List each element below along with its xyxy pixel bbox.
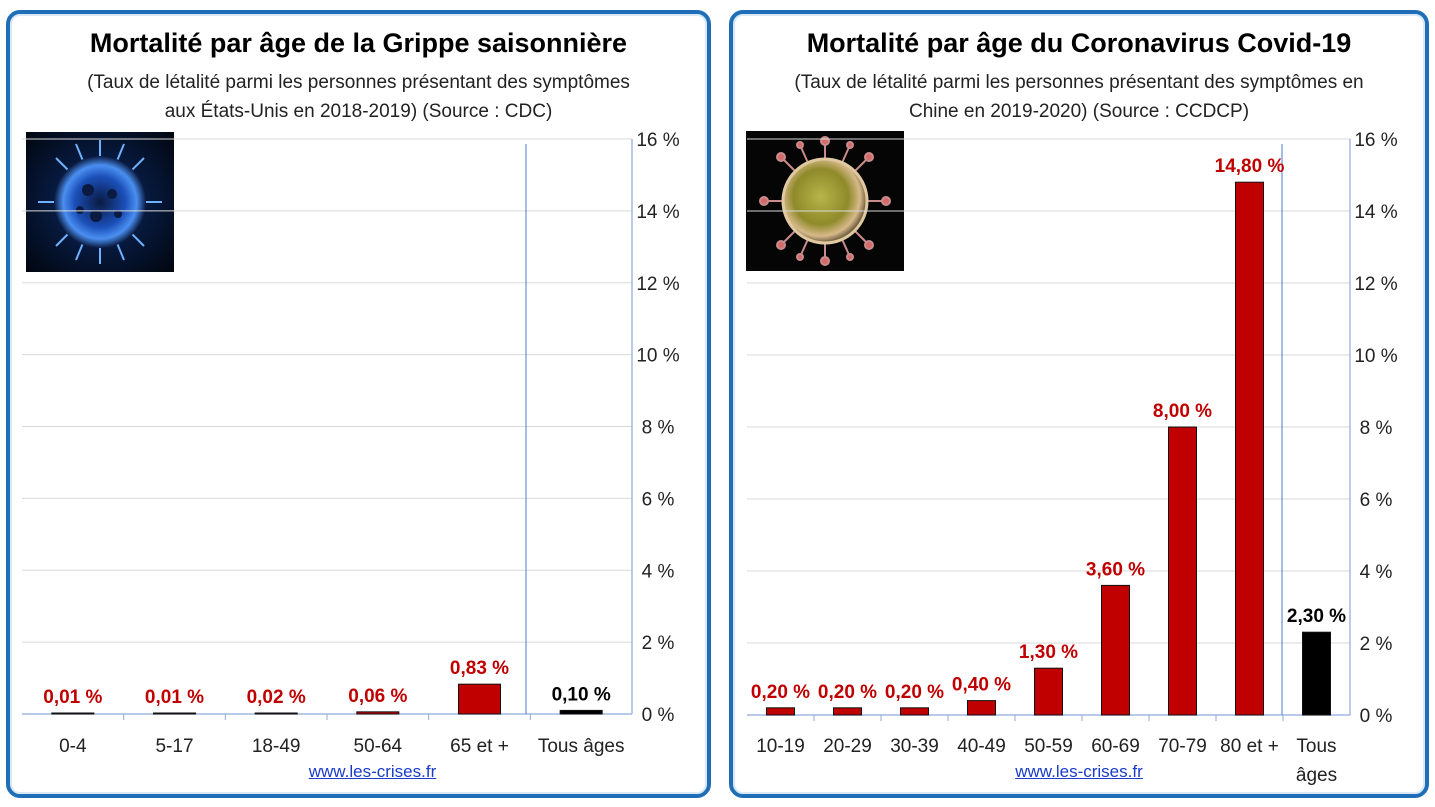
data-label: 14,80 %	[1215, 156, 1285, 177]
x-category-label: 60-69	[1091, 736, 1140, 757]
bar	[51, 712, 95, 715]
data-label: 0,10 %	[552, 684, 611, 705]
data-label: 0,01 %	[43, 687, 102, 708]
bar	[559, 709, 603, 715]
y-tick-label: 14 %	[1354, 202, 1397, 223]
bar	[766, 707, 795, 716]
covid-bar-chart: 0 % 2 % 4 % 6 % 8 % 10 % 12 % 14 % 16 % 0,20 % 10-…	[747, 130, 1398, 786]
data-label: 0,06 %	[348, 686, 407, 707]
data-label: 1,30 %	[1019, 642, 1078, 663]
bar	[1235, 181, 1264, 716]
bar	[1168, 426, 1197, 716]
y-tick-label: 6 %	[642, 489, 675, 510]
y-tick-label: 6 %	[1360, 490, 1393, 511]
chart-subtitle: (Taux de létalité parmi les personnes pr…	[794, 72, 1364, 122]
x-category-label: 50-64	[354, 736, 403, 757]
y-tick-label: 4 %	[642, 561, 675, 582]
data-label: 0,02 %	[247, 687, 306, 708]
bar	[833, 707, 862, 716]
y-tick-label: 12 %	[636, 274, 679, 295]
bar	[458, 683, 501, 715]
chart-subtitle: (Taux de létalité parmi les personnes pr…	[87, 72, 630, 122]
x-category-label: 18-49	[252, 736, 301, 757]
flu-virus-image	[26, 132, 174, 272]
y-tick-label: 0 %	[642, 705, 675, 726]
x-category-label: 50-59	[1024, 736, 1073, 757]
bar	[900, 707, 929, 716]
data-label: 0,01 %	[145, 687, 204, 708]
data-label: 0,20 %	[818, 682, 877, 703]
source-credit-link[interactable]: www.les-crises.fr	[1015, 762, 1143, 781]
x-category-label: 40-49	[957, 736, 1006, 757]
bar	[1101, 584, 1130, 716]
y-tick-label: 10 %	[636, 346, 679, 367]
data-label: 0,20 %	[751, 682, 810, 703]
y-tick-label: 16 %	[636, 130, 679, 151]
y-tick-label: 8 %	[1360, 418, 1393, 439]
bar	[967, 700, 996, 716]
y-tick-label: 0 %	[1360, 706, 1393, 727]
bar	[356, 711, 400, 715]
y-tick-label: 2 %	[1360, 634, 1393, 655]
flu-bar-chart: 0 % 2 % 4 % 6 % 8 % 10 % 12 % 14 % 16 % 0,01 % 0-4…	[22, 130, 680, 757]
x-category-label: 5-17	[155, 736, 193, 757]
data-label: 0,20 %	[885, 682, 944, 703]
y-tick-label: 14 %	[636, 202, 679, 223]
x-category-label: 65 et +	[450, 736, 509, 757]
bar	[1302, 631, 1331, 716]
data-label: 8,00 %	[1153, 401, 1212, 422]
y-tick-label: 8 %	[642, 418, 675, 439]
data-label: 0,40 %	[952, 675, 1011, 696]
x-category-label: 30-39	[890, 736, 939, 757]
flu-chart-panel: Mortalité par âge de la Grippe saisonniè…	[6, 10, 711, 798]
x-category-label: 0-4	[59, 736, 87, 757]
coronavirus-image	[746, 131, 904, 271]
chart-title: Mortalité par âge du Coronavirus Covid-1…	[806, 28, 1352, 58]
y-tick-label: 2 %	[642, 633, 675, 654]
covid-chart-panel: Mortalité par âge du Coronavirus Covid-1…	[729, 10, 1429, 798]
data-label: 0,83 %	[450, 658, 509, 679]
bar	[1034, 667, 1063, 716]
y-tick-label: 10 %	[1354, 346, 1397, 367]
x-category-label: 10-19	[756, 736, 805, 757]
x-category-label: Tous âges	[538, 736, 625, 757]
y-tick-label: 4 %	[1360, 562, 1393, 583]
x-category-label: 70-79	[1158, 736, 1207, 757]
x-category-label: 20-29	[823, 736, 872, 757]
data-label: 3,60 %	[1086, 559, 1145, 580]
y-tick-label: 12 %	[1354, 274, 1397, 295]
bar	[254, 712, 298, 715]
x-category-label: 80 et +	[1220, 736, 1279, 757]
data-label: 2,30 %	[1287, 606, 1346, 627]
bar	[153, 712, 196, 715]
source-credit-link[interactable]: www.les-crises.fr	[308, 762, 437, 781]
x-category-label: Tous âges	[1296, 736, 1337, 786]
chart-title: Mortalité par âge de la Grippe saisonniè…	[89, 28, 628, 58]
y-tick-label: 16 %	[1354, 130, 1397, 151]
